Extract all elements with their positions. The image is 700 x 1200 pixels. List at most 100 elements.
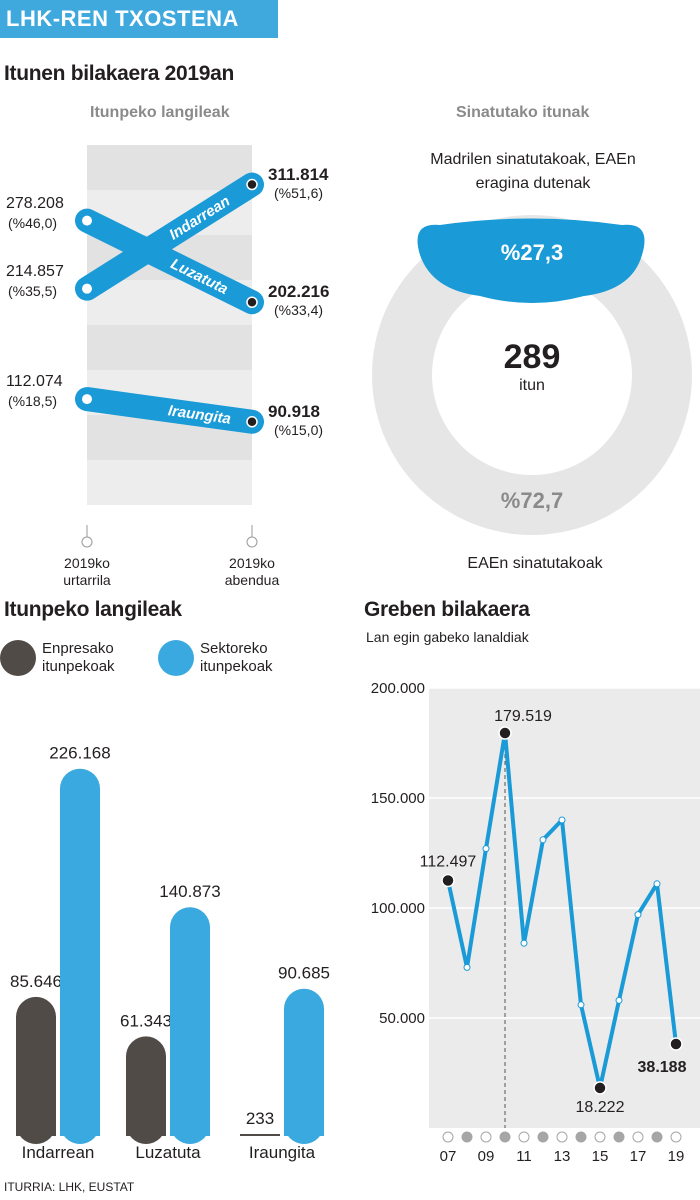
x-axis-dot-2007 bbox=[442, 1131, 454, 1143]
slope-point-start-luzatuta bbox=[82, 215, 92, 226]
slope-point-end-luzatuta bbox=[246, 296, 258, 308]
section-title-top: Itunen bilakaera 2019an bbox=[4, 62, 235, 85]
bar-category-luzatuta: Luzatuta bbox=[135, 1143, 201, 1162]
bar-iraungita-sector bbox=[284, 988, 324, 1144]
bar-label-iraungita-enterprise: 233 bbox=[246, 1109, 274, 1128]
bar-base-luzatuta-sector bbox=[170, 1116, 210, 1136]
line-annotation-2019: 38.188 bbox=[638, 1059, 687, 1076]
bar-chart: 85.646 226.168 Indarrean 61.343 140.873 Luzat… bbox=[10, 744, 330, 1162]
x-tick-label-2017: 17 bbox=[630, 1148, 647, 1165]
slope-line-indarrean bbox=[75, 172, 264, 301]
slope-start-value-luzatuta: 278.208 bbox=[6, 194, 64, 212]
bar-luzatuta-sector bbox=[170, 907, 210, 1144]
line-point-2011 bbox=[520, 939, 528, 947]
slope-point-start-indarrean bbox=[82, 283, 92, 294]
slope-point-end-iraungita bbox=[246, 416, 258, 428]
bar-iraungita-enterprise bbox=[240, 1134, 280, 1136]
x-tick-label-2009: 09 bbox=[478, 1148, 495, 1165]
line-chart: 50.000 100.000 150.000 200.000 112.497 179.5… bbox=[371, 680, 700, 1165]
x-axis-dot-2009 bbox=[480, 1131, 492, 1143]
bar-label-indarrean-enterprise: 85.646 bbox=[10, 972, 62, 991]
bar-base-luzatuta-enterprise bbox=[126, 1116, 166, 1136]
slope-point-start-iraungita bbox=[82, 394, 92, 405]
bar-category-indarrean: Indarrean bbox=[22, 1143, 95, 1162]
line-point-2012 bbox=[539, 836, 547, 844]
slope-start-value-iraungita: 112.074 bbox=[6, 373, 63, 391]
bar-label-indarrean-sector: 226.168 bbox=[49, 744, 110, 763]
slope-end-pct-luzatuta: (%33,4) bbox=[274, 302, 324, 319]
slope-line-luzatuta bbox=[75, 208, 264, 315]
bar-base-indarrean-enterprise bbox=[16, 1116, 56, 1136]
x-axis-dot-2010 bbox=[499, 1131, 511, 1143]
donut-chart-title: Sinatutako itunak bbox=[456, 104, 590, 121]
line-point-2010 bbox=[498, 726, 512, 740]
slope-point-end-indarrean bbox=[246, 178, 258, 191]
bar-base-iraungita-sector bbox=[284, 1116, 324, 1136]
slope-period-label-1: 2019ko abendua bbox=[224, 555, 280, 588]
bar-label-luzatuta-sector: 140.873 bbox=[159, 882, 220, 901]
slope-end-value-luzatuta: 202.216 bbox=[268, 282, 330, 302]
legend-label-enterprise: Enpresako itunpekoak bbox=[42, 640, 115, 675]
bar-indarrean-sector bbox=[60, 768, 100, 1144]
x-axis-dot-2016 bbox=[613, 1131, 625, 1143]
x-tick-label-2015: 15 bbox=[592, 1148, 609, 1165]
slope-chart-title: Itunpeko langileak bbox=[90, 104, 230, 121]
x-axis-dot-2017 bbox=[632, 1131, 644, 1143]
line-point-2018 bbox=[653, 880, 661, 888]
slope-band bbox=[87, 325, 252, 370]
legend-swatch-sector bbox=[158, 640, 194, 676]
donut-chart: %27,3 289 itun %72,7 bbox=[372, 215, 692, 535]
slope-line-iraungita bbox=[75, 387, 264, 434]
line-point-2007 bbox=[441, 873, 455, 888]
donut-center-value: 289 bbox=[504, 338, 561, 376]
line-annotation-2007: 112.497 bbox=[420, 854, 477, 871]
slice-madrid-value: %27,3 bbox=[501, 240, 563, 265]
x-axis-dot-2013 bbox=[556, 1131, 568, 1143]
slope-start-pct-luzatuta: (%46,0) bbox=[8, 214, 58, 231]
bar-indarrean-enterprise bbox=[16, 996, 56, 1144]
slope-band bbox=[87, 460, 252, 505]
slope-end-value-indarrean: 311.814 bbox=[268, 164, 329, 184]
line-annotation-2010: 179.519 bbox=[494, 708, 552, 725]
line-point-2009 bbox=[482, 845, 490, 853]
x-axis-dot-2015 bbox=[594, 1131, 606, 1143]
x-axis-dot-2019 bbox=[670, 1131, 682, 1143]
slice-label-eae: EAEn sinatutakoak bbox=[467, 555, 603, 572]
slope-end-pct-iraungita: (%15,0) bbox=[274, 421, 324, 438]
slice-label-madrid: Madrilen sinatutakoak, EAEn eragina dute… bbox=[430, 151, 636, 192]
x-axis-dot-2008 bbox=[461, 1131, 473, 1143]
line-point-2019 bbox=[669, 1037, 683, 1051]
line-point-2014 bbox=[577, 1001, 585, 1009]
y-tick-label: 150.000 bbox=[371, 790, 425, 807]
line-point-2016 bbox=[615, 996, 623, 1004]
section-title-strikes: Greben bilakaera bbox=[364, 598, 530, 621]
line-point-2015 bbox=[593, 1081, 607, 1095]
slope-start-pct-iraungita: (%18,5) bbox=[8, 393, 58, 410]
slope-end-pct-indarrean: (%51,6) bbox=[274, 184, 324, 201]
donut-hole bbox=[432, 275, 632, 475]
x-tick-label-2007: 07 bbox=[440, 1148, 457, 1165]
x-axis-dot-2011 bbox=[518, 1131, 530, 1143]
source-note: ITURRIA: LHK, EUSTAT bbox=[4, 1180, 135, 1194]
slope-band bbox=[87, 145, 252, 190]
legend-swatch-enterprise bbox=[0, 640, 36, 676]
bar-label-iraungita-sector: 90.685 bbox=[278, 964, 330, 983]
x-tick-label-2019: 19 bbox=[668, 1148, 685, 1165]
x-tick-label-2011: 11 bbox=[516, 1148, 532, 1165]
line-point-2013 bbox=[558, 816, 566, 824]
slope-start-value-indarrean: 214.857 bbox=[6, 262, 64, 280]
slope-axis-dot-start bbox=[81, 536, 93, 548]
y-tick-label: 50.000 bbox=[379, 1010, 425, 1027]
line-point-2008 bbox=[463, 963, 471, 971]
line-annotation-2015: 18.222 bbox=[576, 1099, 625, 1116]
report-banner: LHK-REN TXOSTENA bbox=[0, 0, 278, 38]
slice-madrid bbox=[417, 218, 645, 303]
slice-eae-value: %72,7 bbox=[501, 488, 563, 513]
y-tick-label: 200.000 bbox=[371, 680, 425, 697]
donut-center-unit: itun bbox=[519, 377, 545, 394]
slope-start-pct-indarrean: (%35,5) bbox=[8, 282, 58, 299]
line-chart-subtitle: Lan egin gabeko lanaldiak bbox=[366, 629, 529, 645]
legend-label-sector: Sektoreko itunpekoak bbox=[200, 640, 273, 675]
slope-axis-dot-end bbox=[246, 536, 258, 548]
